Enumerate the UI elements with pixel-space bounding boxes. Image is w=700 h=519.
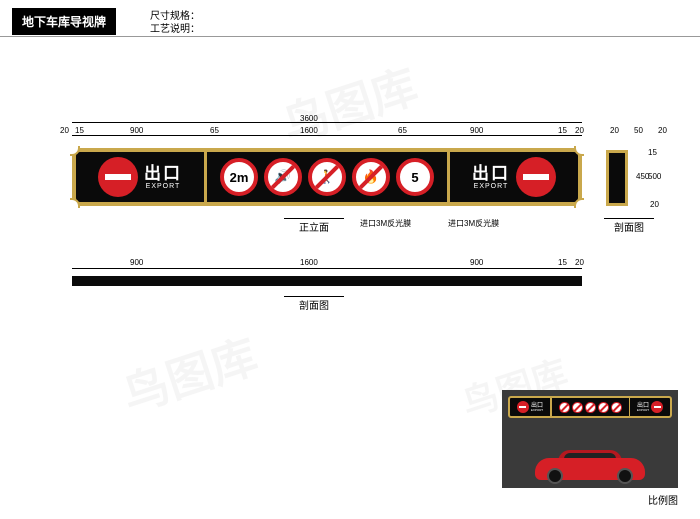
mini-right: 出口EXPORT: [630, 401, 670, 413]
dim-side-top1: 20: [610, 126, 619, 135]
no-entry-icon: [98, 157, 138, 197]
dim2-edge-ro: 20: [575, 258, 584, 267]
right-panel: 出口 EXPORT: [450, 152, 578, 202]
dim-edge-lo: 20: [60, 126, 69, 135]
sign-plate: 出口 EXPORT 2m 🔊 🚶 🔥 5 出口 EXPORT: [72, 148, 582, 206]
dimline-top1: [72, 122, 582, 123]
section-bar-area: [72, 276, 582, 286]
speed-limit-icon: 5: [396, 158, 434, 196]
mini-no-entry-icon: [651, 401, 663, 413]
mini-exit: 出口EXPORT: [637, 403, 649, 412]
dim-edge-ro: 20: [575, 126, 584, 135]
mini-prohib-icon: [585, 402, 596, 413]
dim-edge-ri: 15: [558, 126, 567, 135]
dim-side-h4: 20: [650, 200, 659, 209]
preview-label: 比例图: [502, 492, 678, 507]
exit-en: EXPORT: [144, 183, 182, 190]
main-sign-area: 出口 EXPORT 2m 🔊 🚶 🔥 5 出口 EXPORT: [72, 148, 582, 206]
dim-center: 1600: [300, 126, 318, 135]
dimline-sec: [72, 268, 582, 269]
exit-en: EXPORT: [472, 183, 510, 190]
note2-label: 进口3M反光膜: [448, 218, 499, 229]
dim-side-top3: 20: [658, 126, 667, 135]
dim-side-l: 900: [130, 126, 143, 135]
watermark: 鸟图库: [273, 50, 425, 155]
dim2-edge-ri: 15: [558, 258, 567, 267]
header: 地下车库导视牌 尺寸规格： 工艺说明：: [0, 8, 700, 34]
spec-labels: 尺寸规格： 工艺说明：: [150, 10, 200, 36]
exit-cn: 出口: [144, 165, 182, 182]
header-divider: [0, 36, 700, 37]
mini-sign: 出口EXPORT 出口EXPORT: [508, 396, 672, 418]
exit-cn: 出口: [472, 165, 510, 182]
elevation-label: 正立面: [284, 218, 344, 234]
dim2-center: 1600: [300, 258, 318, 267]
preview-card: 出口EXPORT 出口EXPORT: [502, 390, 678, 488]
no-pedestrian-icon: 🚶: [308, 158, 346, 196]
dim-sep-l: 65: [210, 126, 219, 135]
exit-label: 出口 EXPORT: [144, 165, 182, 190]
dim-edge-li: 15: [75, 126, 84, 135]
spec-dim-label: 尺寸规格：: [150, 10, 200, 23]
dim2-side-r: 900: [470, 258, 483, 267]
car-illustration: [535, 450, 645, 484]
height-limit-icon: 2m: [220, 158, 258, 196]
note1-label: 进口3M反光膜: [360, 218, 411, 229]
dim-side-r: 900: [470, 126, 483, 135]
watermark: 鸟图库: [113, 320, 265, 425]
preview-area: 出口EXPORT 出口EXPORT 比例图: [502, 390, 678, 507]
no-honking-icon: 🔊: [264, 158, 302, 196]
mini-exit: 出口EXPORT: [531, 403, 543, 412]
dim-side-h3: 450: [636, 172, 649, 181]
dim-side-top2: 50: [634, 126, 643, 135]
section-label: 剖面图: [284, 296, 344, 312]
no-entry-icon: [516, 157, 556, 197]
dim2-side-l: 900: [130, 258, 143, 267]
mini-no-entry-icon: [517, 401, 529, 413]
no-fire-icon: 🔥: [352, 158, 390, 196]
mini-prohib-icon: [559, 402, 570, 413]
spec-process-label: 工艺说明：: [150, 23, 200, 36]
dimline-top2: [72, 135, 582, 136]
left-panel: 出口 EXPORT: [76, 152, 204, 202]
dim-sep-r: 65: [398, 126, 407, 135]
corner-notch: [574, 198, 584, 208]
mini-center: [552, 402, 629, 413]
mini-left: 出口EXPORT: [510, 401, 550, 413]
mini-prohib-icon: [611, 402, 622, 413]
dim-side-h2: 500: [648, 172, 661, 181]
section-bar: [72, 276, 582, 286]
side-section-label: 剖面图: [604, 218, 654, 234]
page-title: 地下车库导视牌: [12, 8, 116, 35]
mini-prohib-icon: [572, 402, 583, 413]
exit-label: 出口 EXPORT: [472, 165, 510, 190]
mini-prohib-icon: [598, 402, 609, 413]
dim-side-h1: 15: [648, 148, 657, 157]
center-panel: 2m 🔊 🚶 🔥 5: [207, 152, 447, 202]
side-profile: [606, 150, 628, 206]
